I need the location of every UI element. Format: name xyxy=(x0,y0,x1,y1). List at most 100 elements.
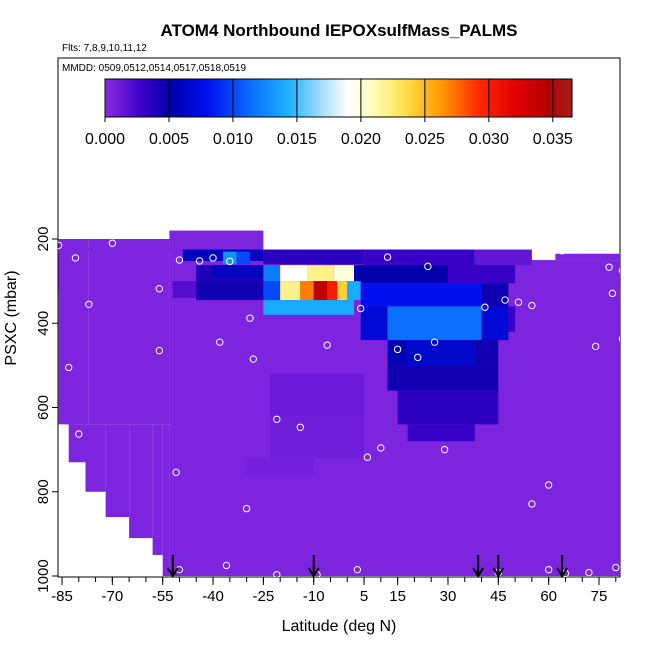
heatmap-layer xyxy=(58,230,620,576)
heatmap-cell xyxy=(270,373,365,416)
sample-point xyxy=(544,565,553,574)
sample-point xyxy=(618,336,620,342)
sample-point xyxy=(216,338,224,346)
heatmap-cell xyxy=(172,281,197,298)
flight-arrow-head xyxy=(472,567,485,578)
heatmap-cell xyxy=(263,265,281,282)
colorbar-tick-label: 0.015 xyxy=(277,131,317,148)
x-tick-label: 60 xyxy=(540,588,557,605)
sample-point xyxy=(585,568,593,577)
heatmap-cell xyxy=(105,424,130,518)
x-axis: -85 -70 -55 -40 -25 -10 5 15 30 45 60 75 xyxy=(51,577,617,605)
sample-point xyxy=(514,298,523,306)
y-tick-label: 1000 xyxy=(35,559,52,592)
x-tick-label: 5 xyxy=(360,588,368,605)
heatmap-cell xyxy=(360,306,388,341)
sample-point xyxy=(58,241,63,250)
heatmap-cell xyxy=(313,281,328,301)
sample-point xyxy=(175,256,184,264)
y-axis-label: PSXC (mbar) xyxy=(3,270,20,365)
colorbar-tick-label: 0.000 xyxy=(85,131,125,148)
flight-arrow xyxy=(166,555,179,578)
sample-point xyxy=(155,346,164,355)
heatmap-cell xyxy=(353,265,448,284)
heatmap-cell xyxy=(263,249,365,265)
sample-point xyxy=(544,481,553,489)
heatmap-cell xyxy=(88,239,170,425)
sample-point xyxy=(591,342,600,351)
heatmap-cell xyxy=(68,424,86,463)
flight-arrow-head xyxy=(307,567,320,578)
heatmap-cell xyxy=(387,306,482,341)
heatmap-cell xyxy=(397,390,499,425)
flight-arrow-head xyxy=(492,567,505,578)
sample-point xyxy=(608,289,617,298)
heatmap-cell xyxy=(85,424,106,492)
heatmap-cell xyxy=(280,265,308,282)
sample-point xyxy=(65,363,73,372)
x-tick-label: 45 xyxy=(490,588,507,605)
y-axis: 200 400 600 800 1000 xyxy=(35,226,58,593)
heatmap-cell xyxy=(508,306,516,332)
sample-point xyxy=(85,300,93,308)
heatmap-cell xyxy=(327,281,338,301)
x-tick-label: -10 xyxy=(303,588,325,605)
sample-point xyxy=(333,238,341,247)
flight-arrow xyxy=(472,555,485,578)
heatmap-cell xyxy=(337,281,348,301)
sample-point xyxy=(246,314,254,322)
colorbar: 0.000 0.005 0.010 0.015 0.020 0.025 0.030 0.035 xyxy=(85,78,573,148)
y-tick-label: 200 xyxy=(35,226,52,251)
heatmap-cell xyxy=(280,281,301,301)
flight-arrows-layer xyxy=(166,555,568,578)
sample-point xyxy=(296,423,304,431)
flight-arrow-head xyxy=(556,567,568,578)
chart-title: ATOM4 Northbound IEPOXsulfMass_PALMS xyxy=(160,21,517,40)
x-tick-label: -40 xyxy=(202,588,224,605)
colorbar-tick-label: 0.020 xyxy=(341,131,381,148)
heatmap-cell xyxy=(447,265,516,284)
x-tick-label: 30 xyxy=(440,588,457,605)
sample-point xyxy=(323,341,331,349)
heatmap-cell xyxy=(387,365,499,391)
x-tick-label: -55 xyxy=(152,588,174,605)
heatmap-cell xyxy=(347,281,361,301)
heatmap-cell xyxy=(474,249,532,266)
y-tick-label: 400 xyxy=(35,311,52,336)
heatmap-cell xyxy=(263,300,354,315)
sample-point xyxy=(209,254,217,262)
heatmap-cell xyxy=(555,253,620,261)
sample-point xyxy=(273,415,281,423)
sample-point xyxy=(605,263,613,271)
heatmap-cell xyxy=(407,424,475,442)
heatmap-cell xyxy=(474,340,499,366)
sample-point xyxy=(249,355,258,363)
heatmap-cell xyxy=(129,424,153,539)
colorbar-ticks: 0.000 0.005 0.010 0.015 0.020 0.025 0.030 0.035 xyxy=(85,79,573,148)
sample-point xyxy=(481,303,489,311)
heatmap-cell xyxy=(407,340,475,366)
heatmap-cell xyxy=(246,458,314,475)
x-tick-label: 75 xyxy=(591,588,608,605)
colorbar-tick-label: 0.035 xyxy=(533,131,573,148)
heatmap-cell xyxy=(364,249,475,266)
colorbar-tick-label: 0.005 xyxy=(149,131,189,148)
heatmap-cell xyxy=(58,248,183,251)
sample-points-layer xyxy=(58,238,629,577)
colorbar-tick-label: 0.010 xyxy=(213,131,253,148)
sample-point xyxy=(430,338,439,346)
sample-point xyxy=(242,504,251,513)
x-tick-label: 15 xyxy=(389,588,406,605)
sample-point xyxy=(363,453,372,461)
flights-label: Flts: 7,8,9,10,11,12 xyxy=(62,43,147,54)
sample-point xyxy=(424,262,432,271)
heatmap-cell xyxy=(58,239,89,425)
heatmap-cell xyxy=(213,265,264,277)
sample-point xyxy=(71,254,80,262)
x-tick-label: -25 xyxy=(253,588,275,605)
sample-point xyxy=(623,569,629,575)
sample-point xyxy=(618,267,620,274)
y-tick-label: 600 xyxy=(35,395,52,420)
sample-point xyxy=(222,561,231,570)
sample-point xyxy=(269,239,278,247)
